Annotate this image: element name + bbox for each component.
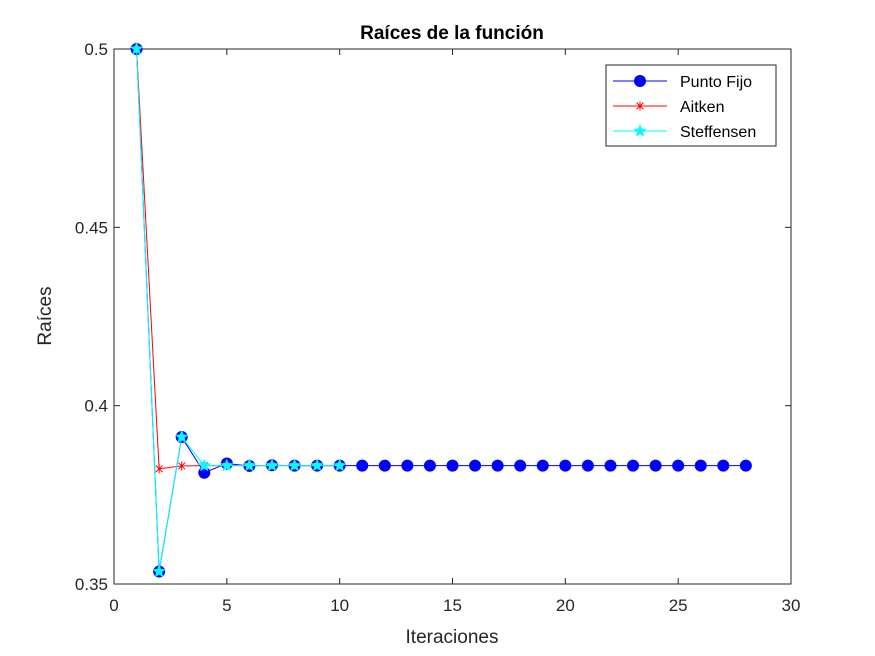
x-tick-label: 30 xyxy=(782,596,801,615)
x-tick-label: 20 xyxy=(556,596,575,615)
data-point-steffensen xyxy=(242,458,257,472)
legend-label-aitken: Aitken xyxy=(680,99,724,116)
x-tick-label: 5 xyxy=(222,596,231,615)
data-point-steffensen xyxy=(287,458,302,472)
data-point-punto-fijo xyxy=(446,459,459,472)
legend-marker-steffensen xyxy=(633,123,647,137)
legend-items: Punto Fijo Aitken Steffensen xyxy=(613,74,756,141)
data-point-punto-fijo xyxy=(378,459,391,472)
data-point-steffensen xyxy=(265,458,279,472)
data-point-steffensen xyxy=(129,41,144,55)
data-point-punto-fijo xyxy=(423,459,436,472)
x-tick-label: 0 xyxy=(109,596,118,615)
y-tick-label: 0.35 xyxy=(75,575,108,594)
data-point-steffensen xyxy=(197,458,212,472)
data-point-punto-fijo xyxy=(559,459,572,472)
data-point-punto-fijo xyxy=(581,459,594,472)
x-axis-label: Iteraciones xyxy=(406,627,499,648)
data-point-punto-fijo xyxy=(694,459,707,472)
series-line-punto-fijo xyxy=(136,48,746,572)
data-point-steffensen xyxy=(152,564,166,578)
series-line-steffensen xyxy=(136,48,340,572)
data-point-steffensen xyxy=(174,429,189,443)
data-point-punto-fijo xyxy=(739,459,752,472)
x-tick-label: 10 xyxy=(330,596,349,615)
x-tick-label: 25 xyxy=(669,596,688,615)
data-point-aitken xyxy=(155,464,163,474)
data-point-punto-fijo xyxy=(649,459,662,472)
data-point-punto-fijo xyxy=(491,459,504,472)
plot-layer xyxy=(129,41,752,578)
data-point-punto-fijo xyxy=(536,459,549,472)
ticks-layer: 0 5 10 15 20 25 30 0.35 0.4 0.45 0.5 xyxy=(75,40,801,615)
data-point-punto-fijo xyxy=(356,459,369,472)
data-point-steffensen xyxy=(332,458,347,472)
y-tick-label: 0.45 xyxy=(75,218,108,237)
y-tick-label: 0.5 xyxy=(84,40,108,59)
data-point-steffensen xyxy=(310,458,324,472)
legend-label-punto-fijo: Punto Fijo xyxy=(680,74,752,91)
y-tick-label: 0.4 xyxy=(84,397,108,416)
chart-title: Raíces de la función xyxy=(360,23,544,44)
data-point-punto-fijo xyxy=(717,459,730,472)
data-point-punto-fijo xyxy=(672,459,685,472)
x-tick-label: 15 xyxy=(443,596,462,615)
data-point-steffensen xyxy=(219,458,234,472)
data-point-punto-fijo xyxy=(514,459,527,472)
data-point-punto-fijo xyxy=(469,459,482,472)
y-axis-label: Raíces xyxy=(35,286,56,345)
legend-label-steffensen: Steffensen xyxy=(680,124,756,141)
legend: Punto Fijo Aitken Steffensen xyxy=(605,64,777,147)
legend-marker-punto-fijo xyxy=(634,75,646,87)
legend-marker-aitken xyxy=(636,101,644,111)
data-point-punto-fijo xyxy=(401,459,414,472)
data-point-punto-fijo xyxy=(604,459,617,472)
data-point-aitken xyxy=(177,461,186,471)
data-point-punto-fijo xyxy=(627,459,640,472)
